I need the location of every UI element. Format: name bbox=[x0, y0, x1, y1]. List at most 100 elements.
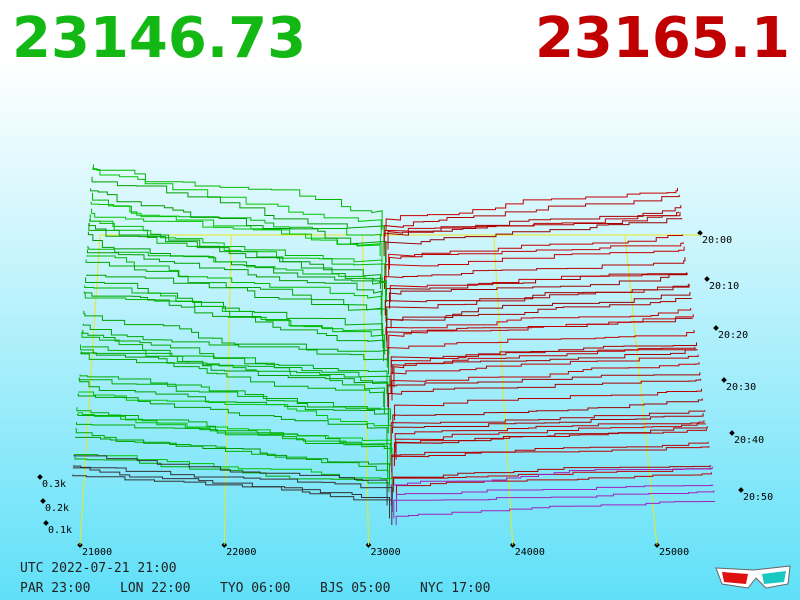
ask-depth-line bbox=[385, 283, 690, 322]
ask-depth-line bbox=[395, 428, 707, 460]
bid-depth-line bbox=[85, 259, 383, 335]
ask-depth-line bbox=[389, 272, 688, 303]
tick-marker bbox=[729, 430, 735, 436]
bid-depth-line bbox=[81, 351, 389, 401]
bid-depth-line bbox=[92, 167, 382, 237]
ask-depth-line bbox=[386, 298, 693, 342]
ask-depth-line bbox=[391, 362, 700, 401]
ask-depth-line bbox=[390, 291, 691, 329]
bid-depth-line bbox=[85, 277, 384, 342]
ask-depth-line bbox=[383, 257, 686, 289]
bid-depth-line bbox=[80, 351, 385, 407]
bid-depth-line bbox=[77, 393, 388, 447]
bid-depth-line bbox=[79, 374, 391, 421]
ask-depth-line bbox=[383, 205, 682, 257]
bid-depth-line bbox=[89, 219, 383, 283]
time-tick-label: 20:10 bbox=[709, 281, 739, 292]
bid-depth-line bbox=[75, 428, 389, 480]
ask-depth-line bbox=[387, 329, 695, 362]
ask-depth-line bbox=[383, 194, 680, 244]
ask-depth-line bbox=[390, 342, 698, 381]
city-time: PAR 23:00 bbox=[20, 581, 91, 596]
ask-depth-line bbox=[384, 284, 689, 316]
ask-depth-line bbox=[387, 211, 681, 250]
ask-price: 23165.1 bbox=[534, 6, 790, 71]
ask-depth-line bbox=[391, 445, 710, 480]
depth-tick-label: 0.1k bbox=[48, 525, 72, 536]
price-tick-label: 25000 bbox=[659, 547, 689, 558]
ask-depth-line bbox=[394, 388, 702, 421]
bid-depth-line bbox=[75, 422, 388, 473]
ask-depth-line bbox=[385, 246, 685, 283]
bid-depth-line bbox=[86, 249, 382, 316]
ask-depth-line bbox=[396, 472, 712, 499]
city-time: TYO 06:00 bbox=[220, 581, 291, 596]
bid-depth-line bbox=[73, 465, 393, 512]
bid-depth-line bbox=[92, 164, 383, 230]
frame-line bbox=[79, 234, 101, 546]
ask-depth-line bbox=[385, 187, 678, 230]
utc-time: UTC 2022-07-21 21:00 bbox=[20, 561, 177, 576]
bid-depth-line bbox=[84, 292, 384, 348]
bid-price: 23146.73 bbox=[12, 6, 307, 71]
bid-depth-line bbox=[80, 344, 385, 414]
city-time: LON 22:00 bbox=[120, 581, 191, 596]
time-tick-label: 20:40 bbox=[734, 435, 764, 446]
tick-marker bbox=[738, 487, 744, 493]
ask-depth-line bbox=[394, 420, 705, 440]
ask-depth-line bbox=[389, 234, 683, 270]
ask-depth-line bbox=[390, 410, 706, 447]
time-tick-label: 20:30 bbox=[726, 382, 756, 393]
ask-depth-line bbox=[396, 484, 714, 512]
bid-depth-line bbox=[82, 323, 390, 375]
ask-depth-line bbox=[387, 372, 701, 407]
bid-depth-line bbox=[82, 329, 388, 381]
ask-depth-line bbox=[386, 317, 693, 348]
bid-depth-line bbox=[78, 391, 392, 440]
ask-depth-line bbox=[392, 413, 704, 434]
bid-depth-line bbox=[90, 188, 387, 270]
ask-depth-line bbox=[395, 423, 707, 453]
bid-depth-line bbox=[73, 454, 388, 506]
bid-depth-line bbox=[72, 467, 391, 519]
ask-depth-line bbox=[390, 354, 699, 394]
bid-depth-line bbox=[87, 245, 386, 309]
bid-depth-line bbox=[79, 378, 390, 427]
bid-depth-line bbox=[81, 346, 391, 388]
tick-marker bbox=[43, 520, 49, 526]
time-tick-label: 20:00 bbox=[702, 235, 732, 246]
ask-depth-line bbox=[391, 441, 709, 473]
bid-depth-line bbox=[76, 413, 393, 460]
ask-depth-line bbox=[385, 307, 692, 335]
bid-depth-line bbox=[75, 436, 390, 486]
ask-depth-line bbox=[393, 467, 711, 486]
city-time: NYC 17:00 bbox=[420, 581, 491, 596]
ask-depth-line bbox=[393, 349, 698, 388]
bid-depth-line bbox=[87, 231, 387, 303]
glasses-icon bbox=[715, 565, 791, 589]
time-tick-label: 20:20 bbox=[718, 330, 748, 341]
ask-depth-line bbox=[390, 466, 713, 506]
ask-depth-line bbox=[388, 242, 684, 276]
bid-depth-line bbox=[90, 201, 383, 263]
ask-depth-line bbox=[392, 465, 712, 493]
ask-depth-line bbox=[389, 273, 688, 309]
tick-marker bbox=[704, 276, 710, 282]
ask-depth-line bbox=[385, 218, 683, 263]
depth-tick-label: 0.3k bbox=[42, 479, 66, 490]
bid-depth-line bbox=[83, 310, 388, 368]
depth-lines bbox=[72, 164, 716, 525]
depth-tick-label: 0.2k bbox=[45, 503, 69, 514]
bid-depth-line bbox=[86, 255, 383, 322]
price-tick-label: 24000 bbox=[515, 547, 545, 558]
bid-depth-line bbox=[81, 331, 388, 394]
bid-depth-line bbox=[83, 291, 385, 362]
frame-line bbox=[624, 234, 658, 546]
bid-depth-line bbox=[72, 474, 393, 525]
tick-marker bbox=[697, 230, 703, 236]
bid-depth-line bbox=[88, 222, 381, 289]
ask-depth-line bbox=[395, 501, 716, 525]
bid-depth-line bbox=[74, 456, 390, 493]
